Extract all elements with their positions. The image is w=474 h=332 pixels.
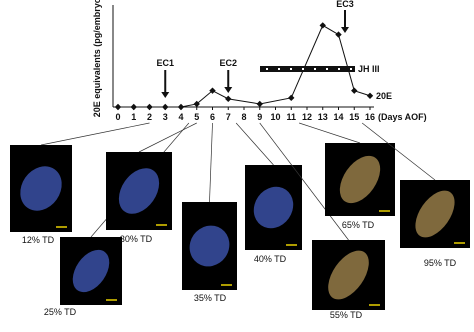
- x-tick-label: 4: [178, 112, 183, 122]
- x-tick-label: 1: [131, 112, 136, 122]
- point: [256, 100, 263, 108]
- x-tick-label: 6: [210, 112, 215, 122]
- connector: [40, 122, 150, 146]
- panel-label: 30% TD: [120, 234, 153, 244]
- x-tick-label: 15: [349, 112, 359, 122]
- x-tick-label: 13: [318, 112, 328, 122]
- point: [225, 95, 232, 103]
- jh-dot: [314, 68, 316, 70]
- x-tick-label: 0: [115, 112, 120, 122]
- x-tick-label: 10: [270, 112, 280, 122]
- arrow-head: [224, 87, 233, 93]
- x-tick-label: 3: [163, 112, 168, 122]
- panel-label: 55% TD: [330, 310, 363, 320]
- panel-label: 40% TD: [254, 254, 287, 264]
- y-axis-label: 20E equivalents (pg/embryo): [92, 0, 102, 117]
- jh-dot: [338, 68, 340, 70]
- arrow-head: [341, 27, 349, 33]
- jh-dot: [290, 68, 292, 70]
- panel-label: 35% TD: [194, 293, 227, 303]
- x-tick-label: 8: [241, 112, 246, 122]
- connector: [138, 122, 197, 153]
- point: [146, 103, 153, 111]
- x-tick-label: 2: [147, 112, 152, 122]
- jh-dot: [302, 68, 304, 70]
- annotation: EC2: [219, 58, 237, 68]
- jh-dot: [278, 68, 280, 70]
- arrow-head: [161, 92, 170, 98]
- embryo: [72, 249, 110, 293]
- panel-label: 65% TD: [342, 220, 375, 230]
- embryo: [253, 186, 294, 229]
- connector: [209, 122, 213, 203]
- embryo: [415, 190, 455, 238]
- point: [209, 87, 216, 94]
- embryo: [20, 166, 62, 211]
- x-tick-label: 5: [194, 112, 199, 122]
- point: [335, 31, 342, 38]
- connector: [259, 122, 349, 241]
- annotation: EC3: [336, 0, 354, 9]
- embryo: [118, 168, 160, 214]
- point: [193, 100, 200, 108]
- connector: [361, 122, 436, 181]
- connector: [299, 122, 361, 144]
- annotation: JH III: [358, 64, 380, 74]
- x-tick-label: 16: [365, 112, 375, 122]
- point: [162, 103, 169, 111]
- point: [319, 22, 326, 29]
- point: [351, 87, 358, 94]
- x-axis-label: (Days AOF): [378, 112, 427, 122]
- embryo: [339, 155, 381, 204]
- panel-label: 12% TD: [22, 235, 55, 245]
- x-tick-label: 11: [286, 112, 296, 122]
- point: [130, 103, 137, 111]
- connector: [235, 122, 274, 166]
- x-tick-label: 12: [302, 112, 312, 122]
- point: [366, 92, 374, 99]
- point: [288, 94, 295, 102]
- series-label: 20E: [376, 91, 392, 101]
- jh-dot: [326, 68, 328, 70]
- point: [177, 103, 185, 111]
- panel-label: 25% TD: [44, 307, 77, 317]
- jh-bar: [260, 66, 355, 72]
- x-tick-label: 9: [257, 112, 262, 122]
- jh-dot: [350, 68, 352, 70]
- embryo: [189, 225, 230, 267]
- jh-dot: [266, 68, 268, 70]
- panel-label: 95% TD: [424, 258, 457, 268]
- x-tick-label: 7: [226, 112, 231, 122]
- annotation: EC1: [156, 58, 174, 68]
- x-tick-label: 14: [333, 112, 343, 122]
- panels: 12% TD 25% TD 30% TD 35% TD 40% TD 55% TD 65% …: [10, 122, 470, 320]
- embryo: [328, 250, 369, 300]
- point: [114, 103, 122, 111]
